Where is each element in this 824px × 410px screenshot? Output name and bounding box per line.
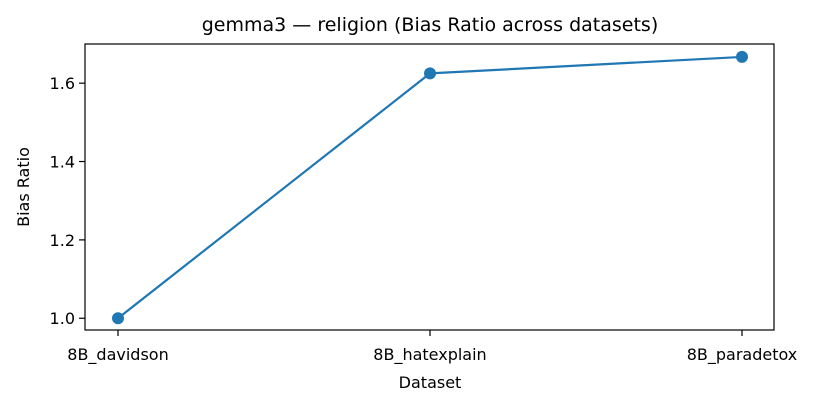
plot-frame bbox=[84, 43, 775, 331]
y-tick-label: 1.4 bbox=[50, 153, 75, 172]
plot-area: 1.0 1.2 1.4 1.6 8B_davidson 8B_hatexplain 8B_p… bbox=[50, 50, 798, 365]
data-point bbox=[424, 67, 436, 80]
data-point bbox=[736, 50, 748, 63]
x-tick-label: 8B_hatexplain bbox=[373, 345, 486, 365]
x-tick-label: 8B_davidson bbox=[67, 345, 168, 365]
y-axis-label: Bias Ratio bbox=[14, 147, 33, 227]
y-tick-label: 1.0 bbox=[50, 309, 75, 328]
chart-title: gemma3 — religion (Bias Ratio across dat… bbox=[202, 14, 658, 36]
x-tick-label: 8B_paradetox bbox=[687, 345, 798, 365]
y-tick-label: 1.6 bbox=[50, 74, 75, 93]
y-tick-label: 1.2 bbox=[50, 231, 75, 250]
data-point bbox=[112, 312, 124, 325]
x-axis-label: Dataset bbox=[399, 373, 462, 392]
